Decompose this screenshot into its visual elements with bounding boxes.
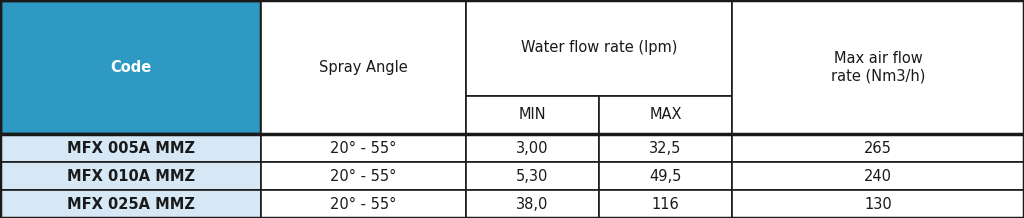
Text: 20° - 55°: 20° - 55° <box>331 196 396 211</box>
Bar <box>0 134 261 162</box>
Text: 130: 130 <box>864 196 892 211</box>
Bar <box>732 190 1024 218</box>
Text: 265: 265 <box>864 141 892 156</box>
Bar <box>0 0 261 134</box>
Text: 49,5: 49,5 <box>649 169 682 184</box>
Text: 240: 240 <box>864 169 892 184</box>
Text: Water flow rate (lpm): Water flow rate (lpm) <box>521 41 677 55</box>
Bar <box>261 190 466 218</box>
Text: MFX 025A MMZ: MFX 025A MMZ <box>67 196 195 211</box>
Text: MFX 010A MMZ: MFX 010A MMZ <box>67 169 195 184</box>
Bar <box>466 134 599 162</box>
Text: 38,0: 38,0 <box>516 196 549 211</box>
Text: 116: 116 <box>651 196 680 211</box>
Text: 20° - 55°: 20° - 55° <box>331 169 396 184</box>
Bar <box>599 190 732 218</box>
Bar <box>261 0 466 134</box>
Bar <box>261 134 466 162</box>
Bar <box>261 162 466 190</box>
Bar <box>732 134 1024 162</box>
Text: 3,00: 3,00 <box>516 141 549 156</box>
Text: Max air flow
rate (Nm3/h): Max air flow rate (Nm3/h) <box>830 51 926 83</box>
Text: 20° - 55°: 20° - 55° <box>331 141 396 156</box>
Bar <box>466 96 599 134</box>
Bar <box>732 162 1024 190</box>
Bar <box>466 190 599 218</box>
Bar <box>0 162 261 190</box>
Text: 32,5: 32,5 <box>649 141 682 156</box>
Bar <box>466 0 732 96</box>
Text: MIN: MIN <box>519 107 546 123</box>
Text: Code: Code <box>110 60 152 75</box>
Bar <box>732 0 1024 134</box>
Bar <box>599 134 732 162</box>
Bar <box>599 96 732 134</box>
Bar <box>0 190 261 218</box>
Text: MAX: MAX <box>649 107 682 123</box>
Bar <box>466 162 599 190</box>
Bar <box>599 162 732 190</box>
Text: 5,30: 5,30 <box>516 169 549 184</box>
Text: Spray Angle: Spray Angle <box>319 60 408 75</box>
Text: MFX 005A MMZ: MFX 005A MMZ <box>67 141 195 156</box>
